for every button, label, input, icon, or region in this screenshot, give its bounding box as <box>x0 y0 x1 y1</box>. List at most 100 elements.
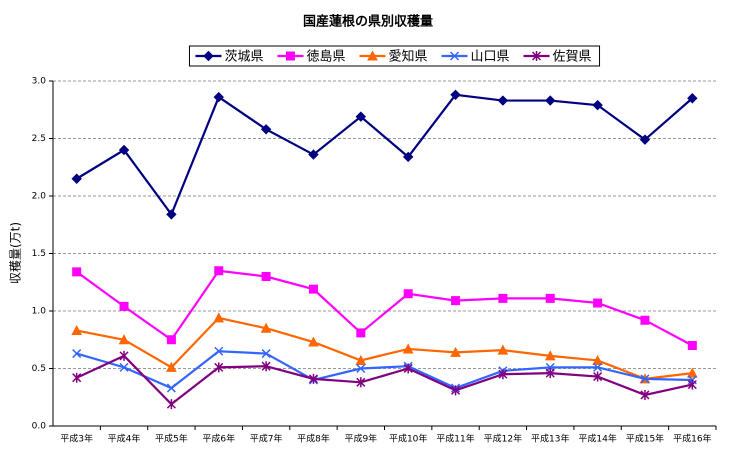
marker <box>592 99 603 111</box>
marker <box>166 209 177 220</box>
series-line <box>76 354 693 406</box>
series-line <box>76 316 693 380</box>
marker <box>593 298 603 308</box>
marker <box>545 293 555 303</box>
chart-title: 国産蓮根の県別収穫量 <box>303 14 433 30</box>
y-tick-label: 1.5 <box>32 249 46 259</box>
y-tick-label: 2.5 <box>32 134 46 144</box>
marker <box>686 367 698 378</box>
marker <box>545 368 555 379</box>
series-line <box>76 93 694 217</box>
marker <box>356 377 366 388</box>
legend: 茨城県 徳島県 愛知県 山口県 佐賀県 <box>188 45 601 67</box>
marker <box>308 336 319 347</box>
marker <box>403 363 413 374</box>
legend-label: 愛知県 <box>388 49 427 65</box>
marker <box>402 151 414 163</box>
marker <box>261 361 271 372</box>
legend-label: 徳島県 <box>306 50 345 65</box>
x-tick-label: 平成10年 <box>389 433 427 445</box>
x-tick-label: 平成14年 <box>578 433 616 445</box>
marker <box>640 389 650 400</box>
y-tick-label: 2.0 <box>32 192 47 202</box>
marker <box>498 293 508 303</box>
marker <box>166 361 177 372</box>
marker <box>166 335 176 345</box>
legend-box <box>188 45 601 67</box>
x-tick-label: 平成4年 <box>108 433 141 445</box>
marker <box>260 124 272 135</box>
marker <box>593 371 603 382</box>
marker <box>118 144 130 156</box>
y-tick-label: 1.0 <box>32 307 47 317</box>
marker <box>498 369 508 380</box>
marker <box>261 272 271 281</box>
marker <box>687 93 698 104</box>
marker <box>308 284 318 294</box>
marker <box>71 324 83 336</box>
legend-label: 茨城県 <box>224 50 263 65</box>
marker <box>308 149 319 160</box>
marker <box>355 354 367 365</box>
marker <box>592 354 603 365</box>
marker <box>356 363 366 374</box>
y-tick-label: 3.0 <box>32 77 47 87</box>
series-line <box>76 350 693 390</box>
x-tick-label: 平成12年 <box>484 433 522 445</box>
marker <box>214 346 224 356</box>
marker <box>640 374 650 384</box>
marker <box>308 373 318 384</box>
marker <box>285 51 295 61</box>
y-axis-label: 収穫量(万t) <box>9 222 23 284</box>
legend-label: 佐賀県 <box>553 50 592 65</box>
marker <box>214 362 224 373</box>
x-tick-label: 平成15年 <box>626 433 664 445</box>
marker <box>403 289 413 299</box>
marker <box>356 328 366 338</box>
series-line <box>76 269 693 347</box>
x-tick-label: 平成7年 <box>250 433 283 445</box>
legend-label: 山口県 <box>471 50 510 65</box>
marker <box>531 51 542 61</box>
y-tick-label: 0.5 <box>32 364 46 374</box>
marker <box>261 349 271 359</box>
marker <box>640 315 650 325</box>
x-tick-label: 平成11年 <box>436 433 474 445</box>
marker <box>213 91 224 103</box>
marker <box>355 111 367 122</box>
x-tick-label: 平成9年 <box>344 433 377 445</box>
marker <box>118 334 130 345</box>
x-tick-label: 平成3年 <box>60 433 93 445</box>
marker <box>639 134 651 145</box>
marker <box>71 173 82 184</box>
x-tick-label: 平成16年 <box>673 433 711 445</box>
marker <box>203 50 214 62</box>
x-tick-label: 平成13年 <box>531 433 569 445</box>
marker <box>449 51 460 61</box>
marker <box>72 372 82 383</box>
marker <box>119 362 129 372</box>
marker <box>687 379 697 390</box>
marker <box>214 266 224 276</box>
marker <box>544 350 556 361</box>
marker <box>72 349 82 359</box>
y-tick-label: 0.0 <box>32 422 47 432</box>
marker <box>166 399 176 410</box>
marker <box>450 89 461 101</box>
marker <box>166 383 176 393</box>
marker <box>213 312 225 323</box>
marker <box>497 344 509 355</box>
marker <box>260 322 272 333</box>
x-tick-label: 平成8年 <box>297 433 330 445</box>
marker <box>497 95 509 106</box>
marker <box>545 95 556 106</box>
marker <box>119 350 129 361</box>
marker <box>450 346 461 357</box>
marker <box>367 50 378 61</box>
x-tick-label: 平成6年 <box>202 433 235 445</box>
marker <box>451 296 461 306</box>
marker <box>402 343 414 354</box>
x-tick-label: 平成5年 <box>155 433 188 445</box>
marker <box>687 341 697 350</box>
